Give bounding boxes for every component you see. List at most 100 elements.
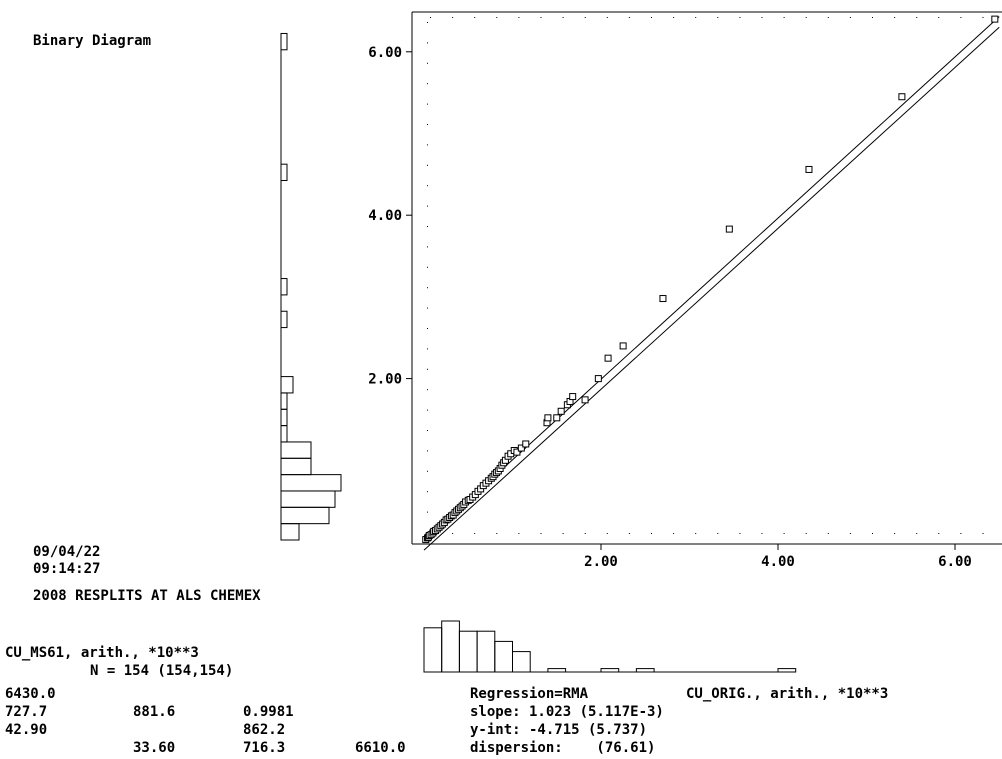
axis-dot bbox=[427, 124, 428, 125]
axis-dot bbox=[894, 533, 896, 534]
axis-dot bbox=[474, 17, 476, 18]
axis-dot bbox=[427, 491, 428, 493]
axis-dot bbox=[805, 533, 807, 534]
chart-title: Binary Diagram bbox=[33, 33, 152, 49]
data-point bbox=[517, 444, 525, 452]
axis-dot bbox=[960, 17, 962, 18]
axis-dot bbox=[827, 17, 829, 18]
data-point bbox=[544, 414, 552, 422]
regression-line bbox=[423, 16, 1000, 541]
axis-dot bbox=[695, 17, 697, 18]
y-histogram-bar bbox=[280, 474, 342, 492]
axis-dot bbox=[695, 533, 697, 534]
y-histogram-bar bbox=[280, 392, 288, 410]
x-histogram-bar bbox=[600, 668, 620, 673]
axis-dot bbox=[518, 533, 520, 534]
data-point bbox=[557, 407, 565, 415]
y-tick-labels: 2.00 4.00 6.00 bbox=[368, 45, 412, 388]
axis-dot bbox=[430, 17, 431, 18]
y-variable-label: CU_MS61, arith., *10**3 bbox=[5, 645, 199, 661]
y-tick-label: 4.00 bbox=[368, 208, 402, 224]
axis-dot bbox=[427, 144, 428, 146]
axis-dot bbox=[427, 511, 428, 513]
axis-dot bbox=[427, 328, 428, 329]
axis-dot bbox=[651, 17, 652, 18]
n-count: N = 154 (154,154) bbox=[90, 663, 234, 679]
axis-dot bbox=[427, 348, 428, 350]
y-histogram-bar bbox=[280, 163, 288, 182]
y-tick-label: 6.00 bbox=[368, 45, 402, 61]
data-point bbox=[594, 375, 602, 383]
axis-dot bbox=[916, 533, 918, 534]
axis-dot bbox=[761, 17, 763, 18]
axis-dot bbox=[783, 533, 785, 534]
x-histogram-bar bbox=[494, 640, 513, 673]
axis-dot bbox=[427, 42, 428, 44]
axis-dot bbox=[606, 533, 608, 534]
axis-dot bbox=[427, 205, 428, 207]
data-point bbox=[581, 396, 589, 404]
x-tick-label: 6.00 bbox=[938, 554, 972, 570]
axis-dot bbox=[427, 287, 428, 289]
axis-dot bbox=[427, 22, 428, 23]
axis-dot bbox=[960, 533, 962, 534]
x-histogram-bar bbox=[635, 668, 655, 673]
regression-slope: slope: 1.023 (5.117E-3) bbox=[470, 704, 664, 720]
axis-dot bbox=[628, 533, 630, 534]
y-histogram bbox=[280, 32, 342, 541]
axis-dot bbox=[540, 533, 542, 534]
y-histogram-bar bbox=[280, 408, 288, 427]
axis-dot bbox=[717, 533, 719, 534]
x-tick-labels: 2.00 4.00 6.00 bbox=[584, 544, 972, 570]
x-tick-label: 2.00 bbox=[584, 554, 618, 570]
axis-dot bbox=[496, 533, 498, 534]
scatter-points bbox=[422, 15, 999, 544]
y-histogram-bar bbox=[280, 506, 330, 525]
axis-dot bbox=[496, 17, 498, 18]
stat-862: 862.2 bbox=[243, 722, 286, 738]
axis-dot bbox=[562, 17, 564, 18]
x-tick-label: 4.00 bbox=[761, 554, 795, 570]
axis-dot bbox=[938, 533, 940, 534]
x-histogram-bar bbox=[441, 620, 460, 673]
data-point bbox=[569, 393, 577, 401]
regression-yint: y-int: -4.715 (5.737) bbox=[470, 722, 648, 738]
axis-dot bbox=[427, 430, 428, 431]
axis-dot bbox=[783, 17, 785, 18]
x-histogram-bar bbox=[423, 627, 443, 673]
axis-dot bbox=[427, 368, 428, 370]
regression-method: Regression=RMA bbox=[470, 686, 589, 702]
x-histogram-bar bbox=[458, 630, 478, 673]
axis-dot bbox=[651, 533, 652, 534]
data-point bbox=[553, 414, 561, 422]
regression-lines bbox=[423, 16, 1000, 551]
stat-r: 0.9981 bbox=[243, 704, 294, 720]
axis-dot bbox=[982, 17, 984, 18]
date-stamp: 09/04/22 bbox=[33, 544, 101, 560]
axis-dot bbox=[982, 533, 984, 534]
axis-dot bbox=[562, 533, 564, 534]
axis-dots bbox=[427, 17, 984, 534]
x-histogram-bar bbox=[512, 651, 531, 673]
axis-dot bbox=[427, 450, 428, 452]
y-histogram-bar bbox=[280, 490, 336, 508]
axis-dot bbox=[427, 185, 428, 187]
data-point bbox=[522, 440, 530, 448]
stat-716: 716.3 bbox=[243, 740, 286, 756]
x-histogram bbox=[423, 620, 797, 673]
y-histogram-bar bbox=[280, 457, 312, 476]
y-histogram-bar bbox=[280, 425, 288, 443]
data-point bbox=[619, 342, 627, 350]
data-point bbox=[604, 354, 612, 362]
axis-dot bbox=[518, 17, 520, 18]
x-histogram-bar bbox=[547, 668, 567, 673]
time-stamp: 09:14:27 bbox=[33, 561, 101, 577]
axis-dot bbox=[427, 103, 428, 105]
x-variable-label: CU_ORIG., arith., *10**3 bbox=[686, 686, 889, 702]
axis-dot bbox=[452, 17, 454, 18]
axis-dot bbox=[427, 62, 428, 64]
axis-dot bbox=[938, 17, 940, 18]
axis-dot bbox=[717, 17, 719, 18]
axis-dot bbox=[427, 83, 428, 85]
stat-6610: 6610.0 bbox=[355, 740, 406, 756]
